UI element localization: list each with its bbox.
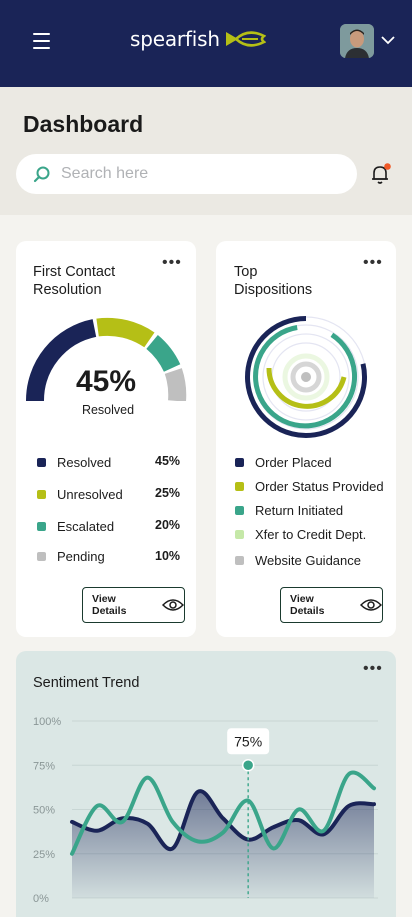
eye-icon <box>360 599 382 611</box>
sentiment-line-chart: 100% 75% 50% 25% 0% 75% <box>33 716 378 905</box>
dispositions-legend-item: Website Guidance <box>235 553 361 568</box>
legend-swatch <box>235 556 244 565</box>
top-app-bar: spearfish <box>0 0 412 87</box>
gauge-segment-pending <box>164 368 187 401</box>
legend-swatch <box>37 458 46 467</box>
fcr-legend-item: Unresolved <box>37 487 123 502</box>
fcr-legend-item: Resolved <box>37 455 111 470</box>
y-tick-label: 50% <box>33 805 55 817</box>
brand-logo: spearfish <box>130 26 266 52</box>
dispositions-more-options-icon[interactable]: ••• <box>363 254 383 271</box>
legend-swatch <box>235 530 244 539</box>
chevron-down-icon[interactable] <box>380 34 396 46</box>
dispositions-legend-item: Order Status Provided <box>235 479 384 494</box>
legend-swatch <box>37 522 46 531</box>
fcr-gauge <box>25 317 187 401</box>
gauge-segment-escalated <box>146 334 181 373</box>
page-header <box>0 87 412 215</box>
dispositions-legend-item: Return Initiated <box>235 503 343 518</box>
fcr-view-details-button[interactable]: View Details <box>82 587 185 623</box>
fcr-more-options-icon[interactable]: ••• <box>162 254 182 271</box>
highlight-tooltip <box>227 728 270 755</box>
dispositions-card: Top Dispositions ••• Order Placed Order … <box>216 241 396 637</box>
brand-name: spearfish <box>130 27 220 51</box>
search-input[interactable] <box>61 165 331 183</box>
search-icon <box>33 166 50 183</box>
fcr-legend-item: Escalated <box>37 519 114 534</box>
eye-icon <box>162 599 184 611</box>
gauge-segment-resolved <box>25 319 97 401</box>
y-tick-label: 100% <box>33 716 61 728</box>
fcr-title-line2: Resolution <box>33 282 102 298</box>
fcr-legend-value: 45% <box>155 454 181 468</box>
fcr-title-line1: First Contact <box>33 264 116 280</box>
sentiment-more-options-icon[interactable]: ••• <box>363 660 383 677</box>
legend-swatch <box>37 552 46 561</box>
highlight-tooltip-text: 75% <box>234 733 262 749</box>
y-tick-label: 75% <box>33 760 55 772</box>
dispositions-legend-item: Order Placed <box>235 455 332 470</box>
dispositions-title-line1: Top <box>234 264 258 280</box>
sentiment-title: Sentiment Trend <box>33 675 140 691</box>
series-area <box>72 791 374 898</box>
fcr-legend-value: 25% <box>155 486 181 500</box>
sentiment-trend-card: Sentiment Trend ••• 100% 75% 50% 25% 0% 75% <box>16 651 396 917</box>
legend-swatch <box>235 482 244 491</box>
fcr-card: First Contact Resolution ••• 45% Resolve… <box>16 241 196 637</box>
gauge-value: 45% <box>75 365 137 398</box>
dispositions-legend-item: Xfer to Credit Dept. <box>235 527 366 542</box>
series-line-0 <box>70 789 376 852</box>
gauge-segment-unresolved <box>96 317 155 348</box>
user-avatar[interactable] <box>340 24 374 58</box>
search-bar[interactable] <box>16 154 357 194</box>
fcr-legend-value: 20% <box>155 518 181 532</box>
legend-swatch <box>235 506 244 515</box>
y-tick-label: 0% <box>33 893 49 905</box>
menu-icon[interactable] <box>33 33 53 53</box>
legend-swatch <box>37 490 46 499</box>
notification-bell-icon[interactable] <box>369 162 393 186</box>
dispositions-radial-chart <box>245 316 368 438</box>
page-title: Dashboard <box>23 111 144 137</box>
radial-ring-return <box>266 367 347 409</box>
dispositions-title-line2: Dispositions <box>234 282 313 298</box>
y-tick-label: 25% <box>33 849 55 861</box>
legend-swatch <box>235 458 244 467</box>
radial-ring-order-placed <box>245 316 368 438</box>
fcr-legend-value: 10% <box>155 549 181 563</box>
fish-logo-icon <box>225 31 266 47</box>
fcr-legend-item: Pending <box>37 549 105 564</box>
radial-ring-status-provided <box>253 325 357 429</box>
dispositions-view-details-button[interactable]: View Details <box>280 587 383 623</box>
highlight-point[interactable] <box>241 759 255 772</box>
gauge-label: Resolved <box>81 403 135 417</box>
series-line-1 <box>70 770 376 856</box>
